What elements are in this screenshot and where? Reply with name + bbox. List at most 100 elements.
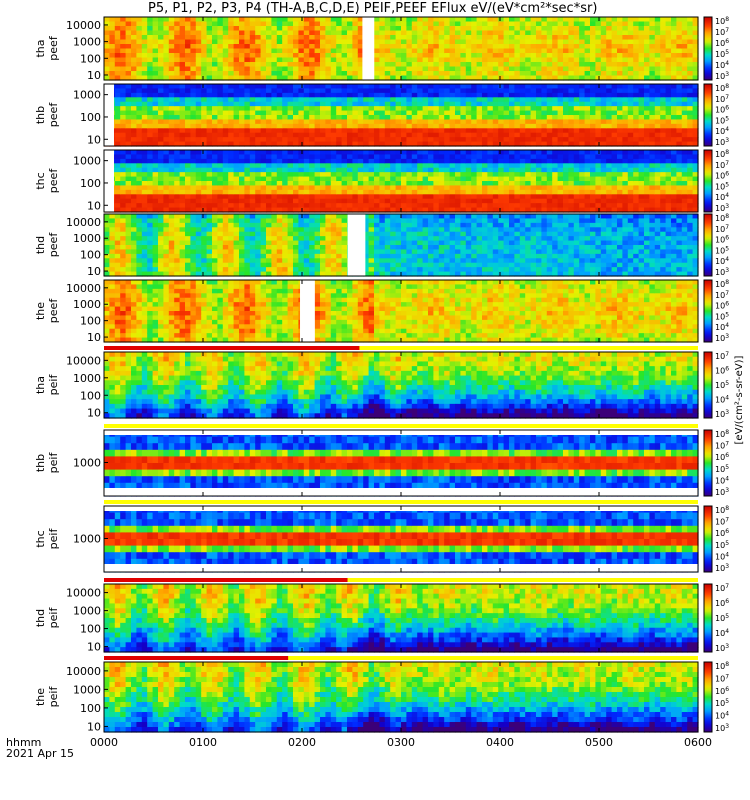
spectrogram-cell [519, 176, 526, 182]
spectrogram-cell [568, 71, 575, 77]
spectrogram-cell [476, 66, 483, 72]
spectrogram-cell [374, 203, 380, 209]
spectrogram-cell [584, 167, 591, 173]
spectrogram-cell [557, 185, 564, 191]
spectrogram-cell [649, 150, 656, 156]
spectrogram-cell [174, 17, 181, 23]
spectrogram-cell [681, 115, 688, 121]
spectrogram-cell [676, 21, 683, 27]
spectrogram-cell [509, 128, 515, 134]
spectrogram-cell [600, 17, 607, 23]
spectrogram-cell [573, 21, 580, 27]
spectrogram-cell [563, 167, 569, 173]
spectrogram-cell [406, 66, 413, 72]
spectrogram-cell [665, 154, 672, 160]
spectrogram-cell [595, 92, 602, 98]
spectrogram-cell [325, 115, 332, 121]
spectrogram-cell [190, 48, 197, 54]
spectrogram-cell [163, 189, 170, 195]
spectrogram-cell [109, 214, 116, 220]
spectrogram-cell [390, 198, 397, 204]
spectrogram-cell [503, 26, 510, 32]
spectrogram-cell [584, 123, 591, 129]
spectrogram-cell [206, 101, 213, 107]
spectrogram-cell [595, 150, 602, 156]
spectrogram-cell [509, 26, 515, 32]
spectrogram-cell [465, 123, 472, 129]
spectrogram-cell [131, 92, 137, 98]
spectrogram-cell [163, 115, 170, 121]
spectrogram-cell [249, 110, 256, 116]
spectrogram-cell [158, 253, 164, 259]
spectrogram-cell [168, 150, 175, 156]
spectrogram-cell [584, 110, 591, 116]
spectrogram-cell [114, 203, 121, 209]
spectrogram-cell [314, 163, 321, 169]
spectrogram-cell [498, 88, 505, 94]
spectrogram-cell [320, 92, 326, 98]
spectrogram-cell [239, 35, 245, 41]
spectrogram-cell [379, 48, 386, 54]
spectrogram-cell [212, 48, 218, 54]
spectrogram-cell [617, 101, 623, 107]
spectrogram-cell [271, 203, 278, 209]
spectrogram-cell [606, 17, 613, 23]
spectrogram-cell [627, 181, 634, 187]
spectrogram-cell [444, 97, 451, 103]
spectrogram-cell [374, 26, 380, 32]
spectrogram-cell [293, 194, 299, 200]
spectrogram-cell [125, 189, 132, 195]
spectrogram-cell [341, 181, 348, 187]
spectrogram-cell [465, 150, 472, 156]
spectrogram-cell [320, 84, 326, 90]
spectrogram-cell [417, 181, 424, 187]
spectrogram-cell [206, 189, 213, 195]
spectrogram-cell [357, 75, 364, 81]
spectrogram-cell [276, 97, 283, 103]
spectrogram-cell [546, 203, 553, 209]
spectrogram-cell [125, 62, 132, 68]
spectrogram-cell [222, 176, 229, 182]
spectrogram-cell [627, 30, 634, 36]
spectrogram-cell [633, 154, 640, 160]
spectrogram-cell [239, 163, 245, 169]
spectrogram-cell [557, 189, 564, 195]
spectrogram-cell [276, 185, 283, 191]
spectrogram-cell [541, 106, 548, 112]
spectrogram-cell [222, 203, 229, 209]
spectrogram-cell [309, 84, 316, 90]
spectrogram-cell [541, 75, 548, 81]
spectrogram-cell [309, 203, 316, 209]
spectrogram-cell [438, 53, 445, 59]
spectrogram-cell [525, 163, 532, 169]
spectrogram-cell [390, 97, 397, 103]
spectrogram-cell [314, 30, 321, 36]
spectrogram-cell [255, 207, 262, 213]
spectrogram-cell [681, 167, 688, 173]
spectrogram-cell [125, 84, 132, 90]
spectrogram-cell [282, 17, 289, 23]
spectrogram-cell [579, 17, 586, 23]
spectrogram-cell [611, 21, 618, 27]
spectrogram-cell [579, 39, 586, 45]
spectrogram-cell [541, 92, 548, 98]
spectrogram-cell [579, 123, 586, 129]
spectrogram-cell [573, 88, 580, 94]
spectrogram-cell [471, 163, 478, 169]
spectrogram-cell [228, 30, 235, 36]
spectrogram-cell [120, 21, 127, 27]
spectrogram-cell [444, 137, 451, 143]
spectrogram-cell [147, 207, 154, 213]
spectrogram-cell [638, 84, 645, 90]
spectrogram-cell [487, 207, 494, 213]
spectrogram-cell [471, 128, 478, 134]
spectrogram-cell [492, 141, 499, 147]
spectrogram-cell [530, 106, 537, 112]
spectrogram-cell [460, 119, 467, 125]
spectrogram-cell [573, 84, 580, 90]
spectrogram-cell [163, 194, 170, 200]
spectrogram-cell [298, 189, 305, 195]
spectrogram-cell [546, 66, 553, 72]
spectrogram-cell [611, 194, 618, 200]
spectrogram-cell [239, 57, 245, 63]
